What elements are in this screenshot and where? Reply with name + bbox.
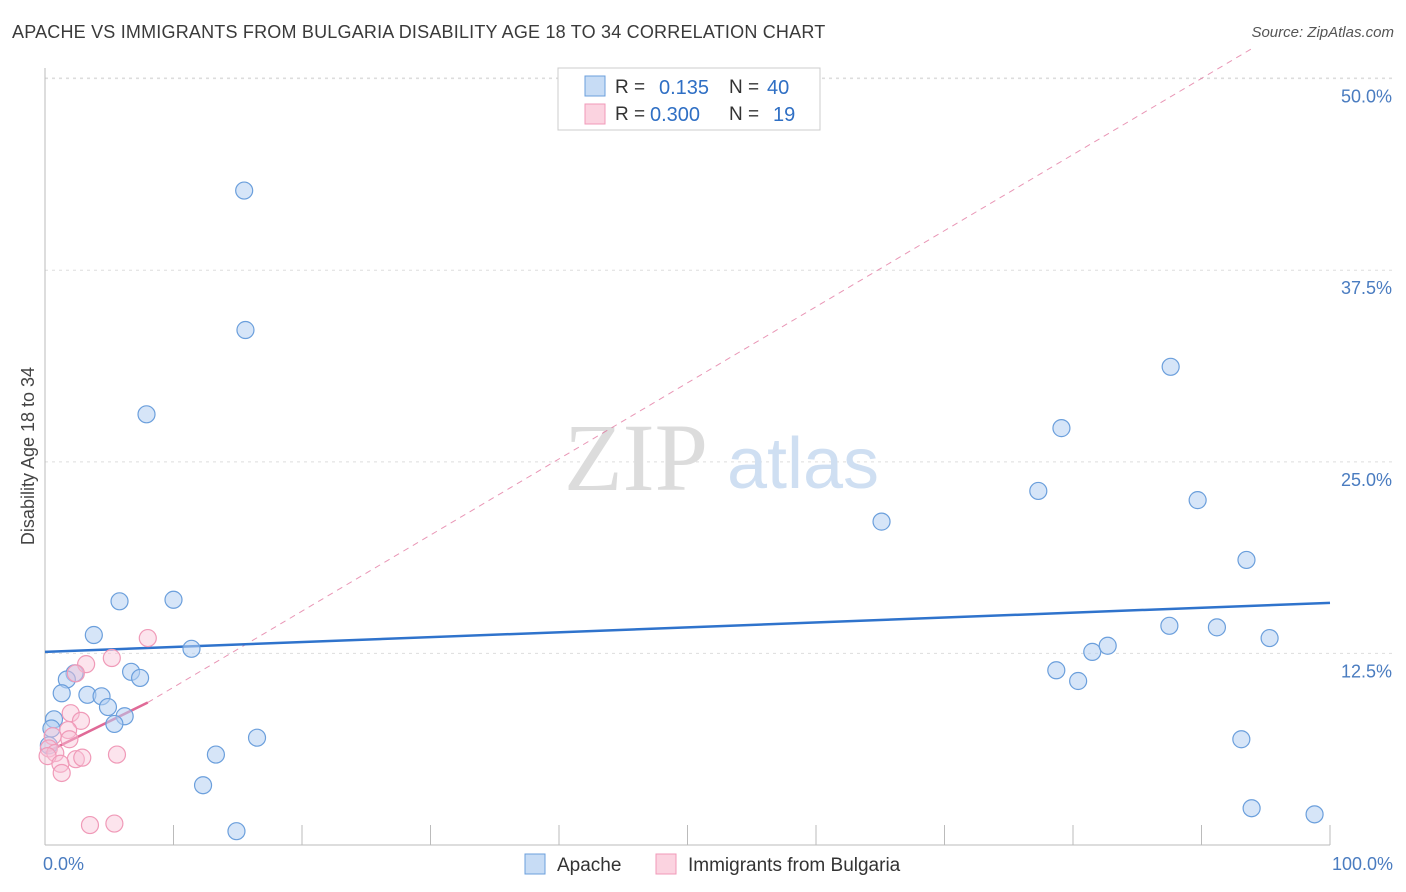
apache-point-1: [236, 320, 255, 340]
data-points: [38, 181, 1324, 841]
watermark: ZIP atlas: [564, 404, 879, 511]
apache-point-34: [1083, 642, 1102, 661]
apache-point-5: [84, 625, 103, 645]
bulgaria-point-18: [105, 814, 124, 833]
legend-swatch-bulgaria: [584, 103, 606, 125]
apache-point-29: [1160, 616, 1179, 635]
bulgaria-point-13: [107, 745, 127, 764]
apache-point-6: [182, 639, 201, 658]
bulgaria-point-14: [73, 748, 92, 767]
legend-r-value-1: 0.135: [659, 77, 709, 99]
apache-point-19: [247, 728, 267, 747]
bulgaria-point-17: [80, 815, 100, 835]
apache-point-38: [1305, 805, 1324, 824]
apache-point-4: [110, 592, 129, 611]
bottom-legend-label-apache: Apache: [557, 855, 621, 876]
grid-lines: [45, 77, 1392, 654]
trend-line-bulgaria-extended: [147, 47, 1254, 703]
y-tick-label-0: 12.5%: [1341, 661, 1392, 681]
legend-swatch-apache: [584, 75, 606, 97]
trend-lines: [44, 47, 1331, 755]
tick-labels: 12.5% 25.0% 37.5% 50.0% 0.0% 100.0%: [43, 87, 1393, 874]
y-tick-label-3: 50.0%: [1341, 87, 1392, 107]
apache-point-28: [1237, 550, 1256, 570]
legend-n-label-1: N =: [729, 77, 759, 98]
bottom-legend-swatch-bulgaria: [655, 853, 677, 875]
bulgaria-point-9: [39, 739, 58, 758]
axes: [44, 68, 1331, 846]
bulgaria-point-3: [66, 664, 85, 683]
bulgaria-point-16: [52, 763, 71, 783]
apache-point-25: [1052, 419, 1071, 438]
legend-r-label-1: R =: [615, 77, 645, 98]
apache-point-33: [1069, 671, 1088, 691]
bulgaria-point-0: [138, 628, 157, 648]
legend-r-value-2: 0.300: [650, 104, 700, 126]
apache-point-26: [1161, 357, 1180, 376]
bottom-legend-label-bulgaria: Immigrants from Bulgaria: [688, 855, 901, 876]
bulgaria-point-6: [59, 720, 78, 740]
apache-point-27: [1188, 491, 1207, 510]
apache-point-35: [1098, 636, 1117, 655]
apache-point-16: [105, 714, 124, 734]
bulgaria-point-2: [77, 655, 96, 674]
bulgaria-point-5: [71, 711, 91, 730]
legend-n-label-2: N =: [729, 104, 759, 125]
apache-point-37: [1242, 799, 1261, 818]
watermark-zip: ZIP: [564, 404, 708, 511]
x-tick-label-0: 0.0%: [43, 854, 84, 874]
apache-point-32: [1047, 661, 1066, 680]
apache-point-24: [1029, 481, 1048, 501]
bulgaria-point-15: [51, 754, 70, 773]
y-tick-label-2: 37.5%: [1341, 278, 1392, 298]
apache-point-31: [1260, 628, 1279, 648]
apache-point-8: [130, 668, 150, 688]
bulgaria-point-8: [60, 730, 79, 749]
apache-point-36: [1232, 730, 1251, 749]
y-axis-label: Disability Age 18 to 34: [18, 367, 38, 545]
bulgaria-point-1: [102, 648, 121, 668]
apache-point-20: [206, 745, 226, 764]
legend-n-value-2: 19: [773, 104, 795, 126]
apache-point-2: [137, 405, 156, 424]
apache-point-11: [52, 684, 71, 703]
apache-point-0: [235, 181, 254, 200]
apache-point-23: [872, 512, 891, 531]
apache-point-22: [227, 822, 246, 841]
source-label: Source: ZipAtlas.com: [1251, 24, 1394, 41]
bottom-legend: Apache Immigrants from Bulgaria: [524, 853, 901, 876]
chart-title: APACHE VS IMMIGRANTS FROM BULGARIA DISAB…: [12, 22, 826, 42]
trend-line-apache: [44, 601, 1331, 654]
apache-point-21: [193, 776, 213, 795]
x-tick-label-1: 100.0%: [1332, 854, 1393, 874]
apache-point-14: [98, 697, 118, 717]
apache-point-3: [164, 590, 183, 609]
bottom-legend-swatch-apache: [524, 853, 546, 875]
y-tick-label-1: 25.0%: [1341, 470, 1392, 490]
legend-r-label-2: R =: [615, 104, 645, 125]
watermark-atlas: atlas: [727, 424, 879, 504]
legend-n-value-1: 40: [767, 77, 789, 99]
legend: R = 0.135 N = 40 R = 0.300 N = 19: [557, 67, 821, 131]
apache-point-30: [1207, 618, 1227, 637]
